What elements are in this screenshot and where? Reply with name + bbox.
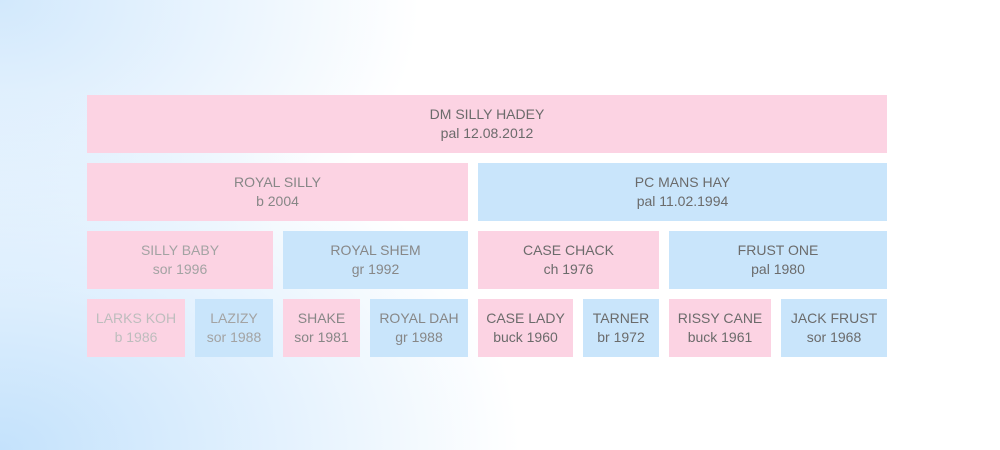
horse-box-ggen-4: ROYAL DAH gr 1988 — [370, 299, 468, 357]
horse-name: LARKS KOH — [95, 310, 177, 326]
horse-box-sire-dam: CASE CHACK ch 1976 — [478, 231, 659, 289]
horse-box-subject: DM SILLY HADEY pal 12.08.2012 — [87, 95, 887, 153]
horse-name: CASE LADY — [486, 310, 565, 326]
horse-box-ggen-1: LARKS KOH b 1986 — [87, 299, 185, 357]
horse-details: ch 1976 — [543, 261, 594, 277]
horse-details: sor 1981 — [294, 329, 349, 345]
horse-details: pal 12.08.2012 — [440, 125, 534, 141]
horse-details: b 2004 — [256, 193, 299, 209]
horse-details: br 1972 — [597, 329, 645, 345]
horse-details: sor 1996 — [152, 261, 208, 277]
horse-details: pal 1980 — [751, 261, 805, 277]
horse-name: JACK FRUST — [790, 310, 878, 326]
horse-name: ROYAL SILLY — [234, 174, 321, 190]
horse-details: buck 1961 — [687, 329, 753, 345]
horse-name: CASE CHACK — [522, 242, 615, 258]
horse-name: PC MANS HAY — [634, 174, 731, 190]
horse-box-ggen-7: RISSY CANE buck 1961 — [669, 299, 771, 357]
horse-details: sor 1988 — [206, 329, 262, 345]
horse-box-ggen-2: LAZIZY sor 1988 — [195, 299, 273, 357]
horse-name: TARNER — [592, 310, 650, 326]
horse-details: buck 1960 — [493, 329, 558, 345]
horse-box-dam: ROYAL SILLY b 2004 — [87, 163, 468, 221]
horse-box-sire: PC MANS HAY pal 11.02.1994 — [478, 163, 887, 221]
horse-box-ggen-6: TARNER br 1972 — [583, 299, 659, 357]
horse-name: FRUST ONE — [737, 242, 819, 258]
horse-name: DM SILLY HADEY — [429, 106, 545, 122]
horse-box-sire-sire: FRUST ONE pal 1980 — [669, 231, 887, 289]
horse-box-ggen-5: CASE LADY buck 1960 — [478, 299, 573, 357]
horse-details: sor 1968 — [806, 329, 862, 345]
horse-name: RISSY CANE — [677, 310, 763, 326]
horse-name: LAZIZY — [210, 310, 258, 326]
horse-details: gr 1988 — [395, 329, 443, 345]
horse-box-ggen-8: JACK FRUST sor 1968 — [781, 299, 887, 357]
horse-box-ggen-3: SHAKE sor 1981 — [283, 299, 360, 357]
horse-details: gr 1992 — [351, 261, 400, 277]
horse-name: SHAKE — [297, 310, 346, 326]
horse-name: SILLY BABY — [140, 242, 220, 258]
horse-name: ROYAL SHEM — [330, 242, 421, 258]
horse-details: pal 11.02.1994 — [636, 193, 729, 209]
horse-details: b 1986 — [114, 329, 158, 345]
horse-name: ROYAL DAH — [379, 310, 459, 326]
horse-box-dam-sire: ROYAL SHEM gr 1992 — [283, 231, 468, 289]
horse-box-dam-dam: SILLY BABY sor 1996 — [87, 231, 273, 289]
